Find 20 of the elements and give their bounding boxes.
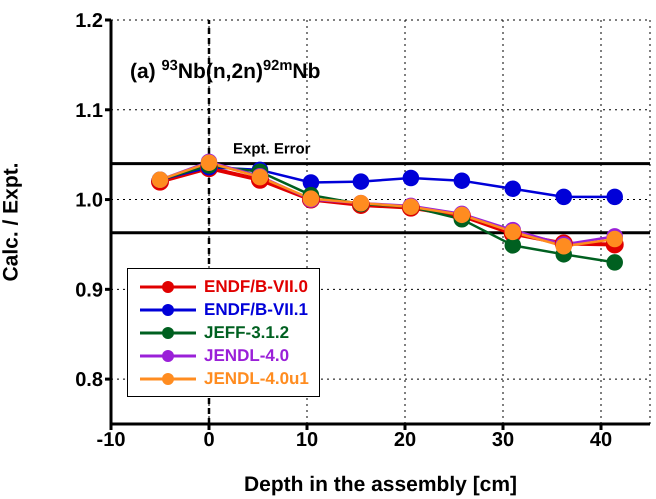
text: (a) $^{93}$Nb(n,2n)$^{92m}$Nb	[130, 58, 320, 83]
legend-label: JEFF-3.1.2	[204, 322, 290, 342]
x-tick-label: -10	[96, 429, 126, 452]
x-tick-label: 40	[590, 429, 612, 452]
ref-line-label: Expt. Error	[233, 140, 311, 158]
x-tick-label: 20	[394, 429, 416, 452]
x-tick-label: 30	[492, 429, 514, 452]
legend-label: ENDF/B-VII.0	[204, 276, 308, 296]
y-tick-label: 1.0	[75, 190, 103, 212]
y-tick-label: 1.2	[75, 10, 103, 32]
x-axis-title: Depth in the assembly [cm]	[244, 473, 518, 496]
x-tick-label: 0	[203, 429, 215, 452]
y-tick-label: 0.8	[75, 369, 103, 392]
y-axis-title: Calc. / Expt.	[0, 162, 22, 282]
y-tick-label: 0.9	[75, 279, 103, 302]
legend-label: ENDF/B-VII.1	[204, 300, 308, 320]
x-tick-label: 10	[296, 429, 318, 452]
legend-label: JENDL-4.0	[204, 346, 290, 366]
y-tick-label: 1.1	[75, 100, 103, 122]
legend-label: JENDL-4.0u1	[204, 368, 309, 388]
